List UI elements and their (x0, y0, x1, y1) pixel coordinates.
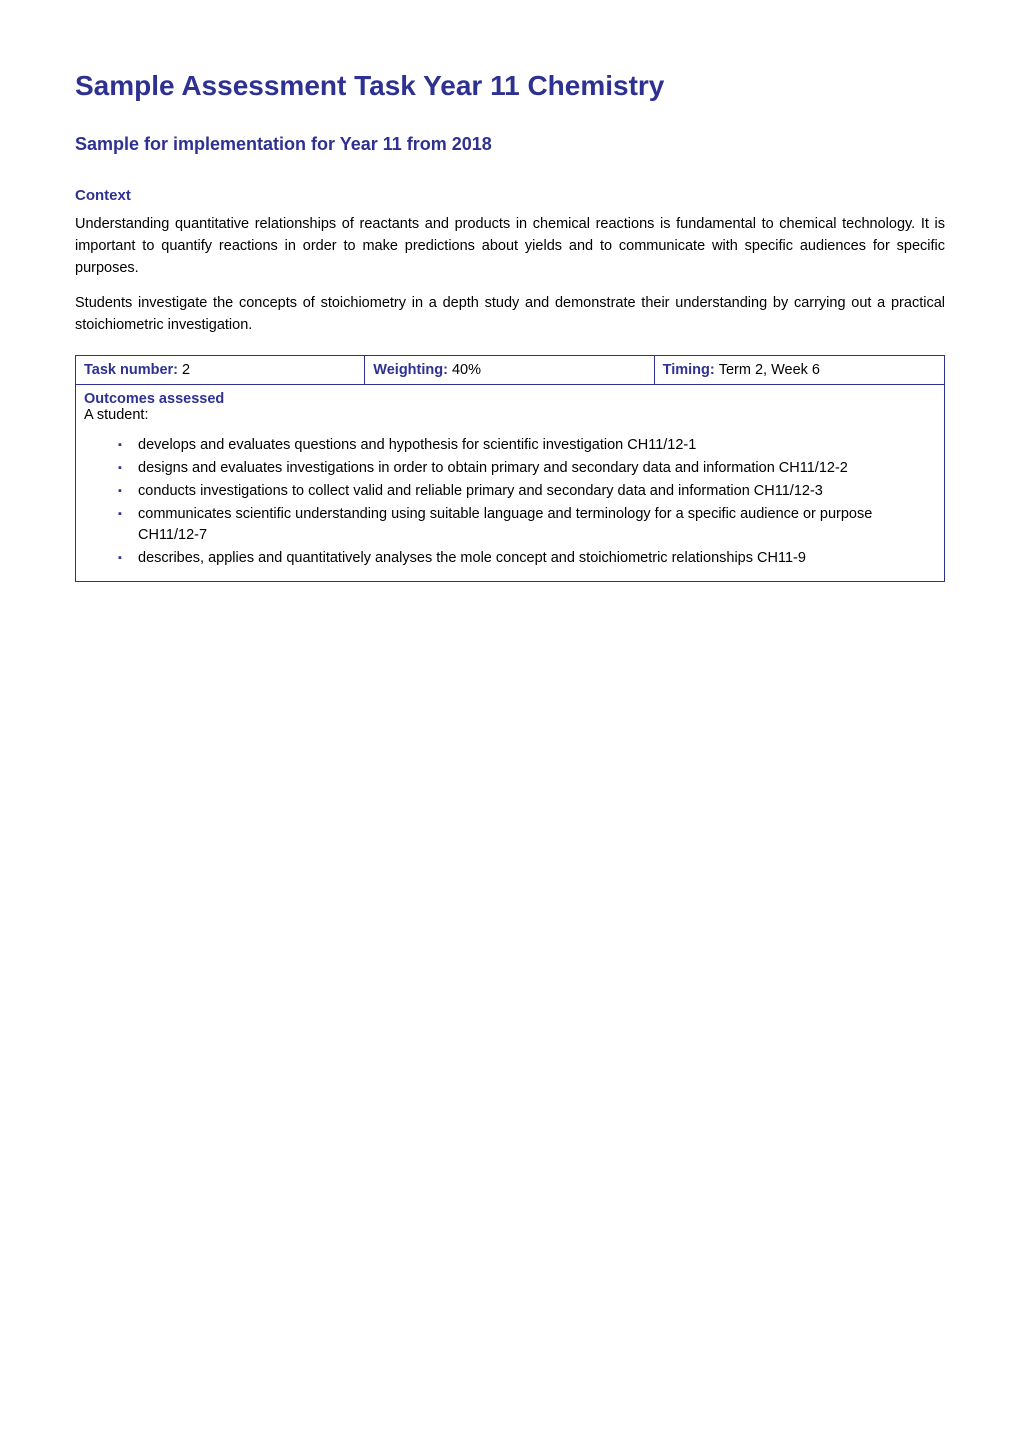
context-heading: Context (75, 187, 945, 204)
outcomes-list: develops and evaluates questions and hyp… (84, 435, 936, 569)
list-item: conducts investigations to collect valid… (118, 481, 936, 502)
list-item: develops and evaluates questions and hyp… (118, 435, 936, 456)
list-item: communicates scientific understanding us… (118, 504, 936, 546)
table-row: Task number: 2 Weighting: 40% Timing: Te… (76, 356, 944, 385)
outcomes-title: Outcomes assessed (84, 391, 936, 407)
weighting-cell: Weighting: 40% (365, 356, 654, 384)
context-paragraph: Understanding quantitative relationships… (75, 214, 945, 279)
page-subtitle: Sample for implementation for Year 11 fr… (75, 134, 945, 155)
timing-value: Term 2, Week 6 (719, 362, 820, 378)
weighting-value: 40% (452, 362, 481, 378)
task-number-label: Task number: (84, 362, 182, 378)
timing-cell: Timing: Term 2, Week 6 (655, 356, 944, 384)
list-item: designs and evaluates investigations in … (118, 458, 936, 479)
context-paragraph: Students investigate the concepts of sto… (75, 293, 945, 337)
task-info-table: Task number: 2 Weighting: 40% Timing: Te… (75, 355, 945, 582)
outcomes-subtitle: A student: (84, 407, 936, 423)
outcomes-header: Outcomes assessed A student: (84, 391, 936, 423)
list-item: describes, applies and quantitatively an… (118, 548, 936, 569)
task-number-value: 2 (182, 362, 190, 378)
timing-label: Timing: (663, 362, 719, 378)
outcomes-section: Outcomes assessed A student: develops an… (76, 385, 944, 581)
page-title: Sample Assessment Task Year 11 Chemistry (75, 70, 945, 102)
weighting-label: Weighting: (373, 362, 452, 378)
task-number-cell: Task number: 2 (76, 356, 365, 384)
